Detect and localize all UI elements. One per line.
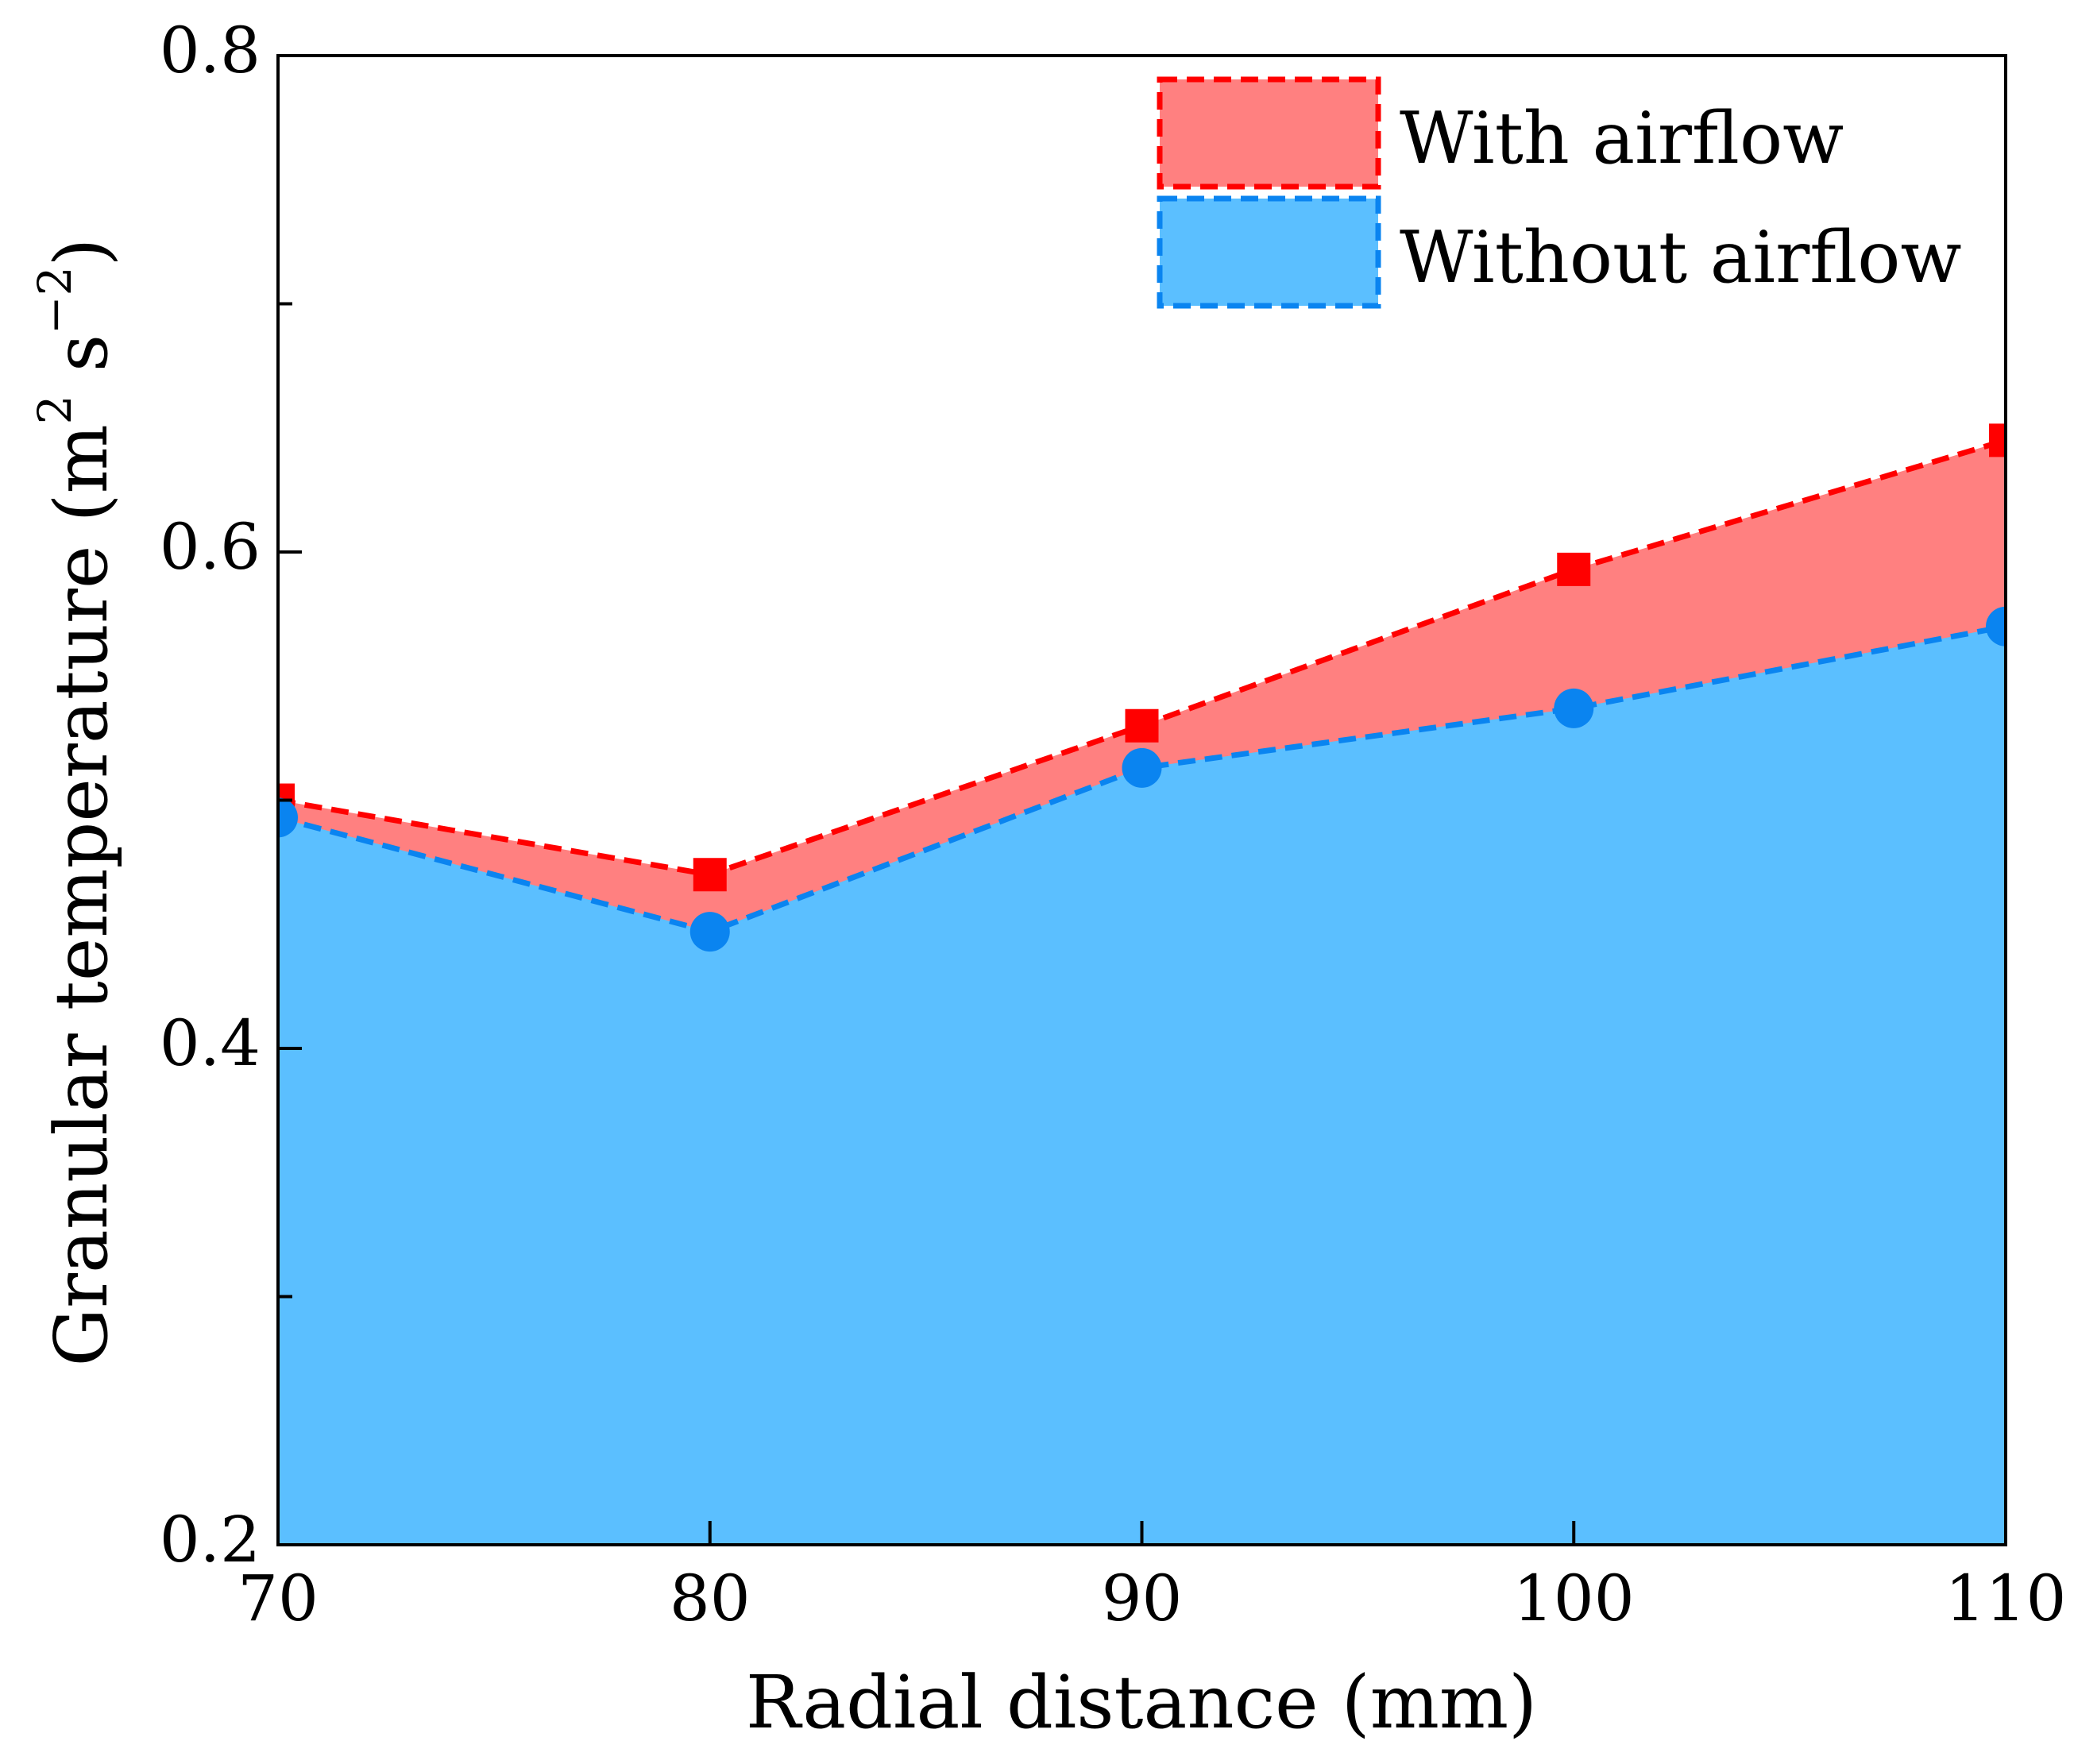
legend-label-without-airflow: Without airflow <box>1400 216 1961 299</box>
point-series-1-100 <box>1554 688 1594 728</box>
point-series-0-90 <box>1125 708 1159 743</box>
x-tick-label: 100 <box>1513 1561 1635 1635</box>
point-series-1-110 <box>1986 606 2006 647</box>
y-tick-label: 0.8 <box>160 14 261 87</box>
y-tick-label: 0.2 <box>160 1503 261 1577</box>
area-series-1 <box>278 626 2006 1545</box>
area-layer <box>278 440 2006 1545</box>
legend: With airflow Without airflow <box>1157 76 1961 309</box>
x-tick-label: 110 <box>1945 1561 2067 1635</box>
x-tick-label: 90 <box>1102 1561 1183 1635</box>
marker-layer <box>278 423 2006 952</box>
x-tick-label: 80 <box>670 1561 751 1635</box>
legend-swatch-with-airflow <box>1157 76 1381 190</box>
point-series-0-100 <box>1557 552 1591 586</box>
y-tick-label: 0.6 <box>160 510 261 584</box>
point-series-0-80 <box>693 858 727 892</box>
point-series-1-70 <box>278 797 298 838</box>
tick-layer: 70 80 90 100 110 0.2 0.4 0.6 0.8 <box>160 14 2067 1635</box>
point-series-1-80 <box>689 912 730 952</box>
point-series-0-110 <box>1989 423 2006 457</box>
x-tick-label: 70 <box>238 1561 319 1635</box>
y-axis-title: Granular temperature (m2 s−2) <box>28 238 124 1367</box>
point-series-1-90 <box>1122 747 1162 788</box>
legend-swatch-without-airflow <box>1157 195 1381 309</box>
legend-label-with-airflow: With airflow <box>1400 97 1844 180</box>
y-tick-label: 0.4 <box>160 1006 261 1080</box>
x-axis-title: Radial distance (mm) <box>746 1660 1537 1745</box>
